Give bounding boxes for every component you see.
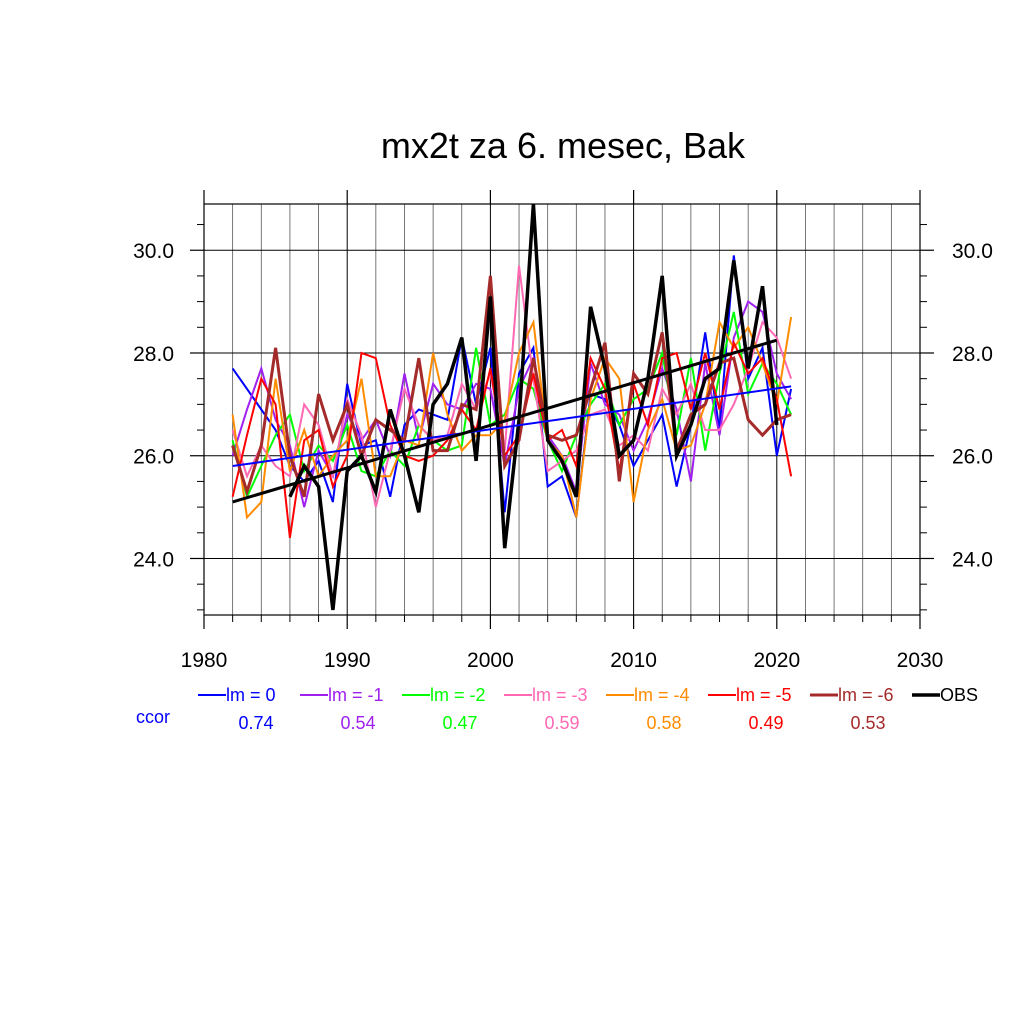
- y-tick-label-left: 28.0: [133, 343, 174, 366]
- x-tick-label: 1990: [324, 649, 371, 672]
- y-tick-label-right: 24.0: [952, 548, 993, 571]
- series-line-lm-6: [231, 275, 792, 498]
- series-lines: [231, 203, 793, 611]
- x-tick-label: 2030: [897, 649, 944, 672]
- chart-title: mx2t za 6. mesec, Bak: [381, 125, 746, 166]
- x-tick-label: 2010: [610, 649, 657, 672]
- y-tick-label-left: 30.0: [133, 240, 174, 263]
- legend-label: lm = -1: [328, 685, 384, 705]
- ccor-value: 0.47: [442, 713, 477, 733]
- legend-label: lm = -6: [838, 685, 894, 705]
- ccor-value: 0.53: [850, 713, 885, 733]
- plot-frame: [203, 203, 921, 616]
- trend-lines: [232, 338, 792, 504]
- ccor-value: 0.54: [340, 713, 375, 733]
- y-tick-label-right: 26.0: [952, 446, 993, 469]
- trend-line: [232, 385, 792, 468]
- x-tick-label: 1980: [181, 649, 228, 672]
- legend-label: lm = -5: [736, 685, 792, 705]
- series-line-lm-4: [231, 316, 793, 520]
- ccor-value: 0.49: [748, 713, 783, 733]
- legend-label: OBS: [940, 685, 978, 705]
- ccor-label: ccor: [136, 707, 170, 727]
- legend-label: lm = -4: [634, 685, 690, 705]
- trend-line: [232, 338, 778, 504]
- legend-label: lm = 0: [226, 685, 276, 705]
- y-tick-label-right: 28.0: [952, 343, 993, 366]
- ccor-value: 0.59: [544, 713, 579, 733]
- series-line-lm-5: [231, 339, 793, 539]
- x-tick-label: 2020: [753, 649, 800, 672]
- x-tick-label: 2000: [467, 649, 514, 672]
- legend-label: lm = -3: [532, 685, 588, 705]
- ccor-value: 0.58: [646, 713, 681, 733]
- legend-label: lm = -2: [430, 685, 486, 705]
- legend: lm = 0 0.74 lm = -1 0.54 lm = -2 0.47 lm = -3 0…: [136, 685, 978, 733]
- axes: 1980 1990 2000 2010 2020 2030 24.0 24.0 26.0 26.0…: [133, 190, 993, 672]
- y-tick-label-right: 30.0: [952, 240, 993, 263]
- y-tick-label-left: 24.0: [133, 548, 174, 571]
- ccor-value: 0.74: [238, 713, 273, 733]
- y-tick-label-left: 26.0: [133, 446, 174, 469]
